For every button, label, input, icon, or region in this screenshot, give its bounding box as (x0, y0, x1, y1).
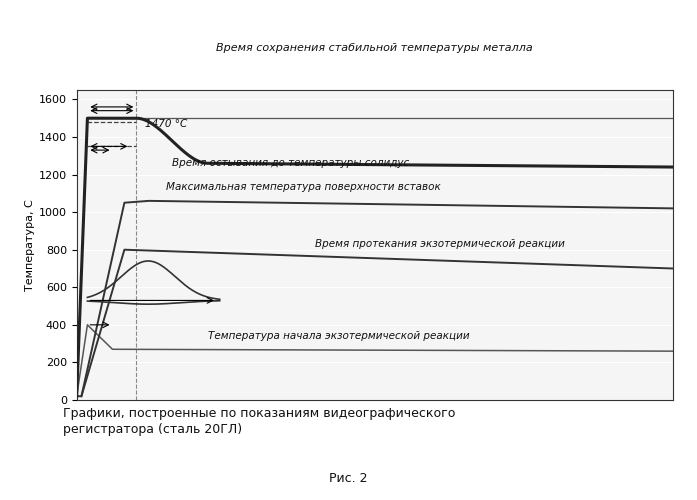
Text: Время остывания до температуры солидус: Время остывания до температуры солидус (172, 158, 409, 168)
Text: Максимальная температура поверхности вставок: Максимальная температура поверхности вст… (166, 182, 441, 192)
Text: Время протекания экзотермической реакции: Время протекания экзотермической реакции (315, 239, 565, 249)
Text: Температура начала экзотермической реакции: Температура начала экзотермической реакц… (208, 332, 469, 342)
Text: Графики, построенные по показаниям видеографического: Графики, построенные по показаниям видео… (63, 408, 455, 420)
Text: Время сохранения стабильной температуры металла: Время сохранения стабильной температуры … (216, 43, 533, 53)
Y-axis label: Температура, С: Температура, С (24, 199, 35, 291)
Text: регистратора (сталь 20ГЛ): регистратора (сталь 20ГЛ) (63, 422, 242, 436)
Text: 1470 °С: 1470 °С (145, 119, 187, 129)
Text: Рис. 2: Рис. 2 (329, 472, 368, 486)
